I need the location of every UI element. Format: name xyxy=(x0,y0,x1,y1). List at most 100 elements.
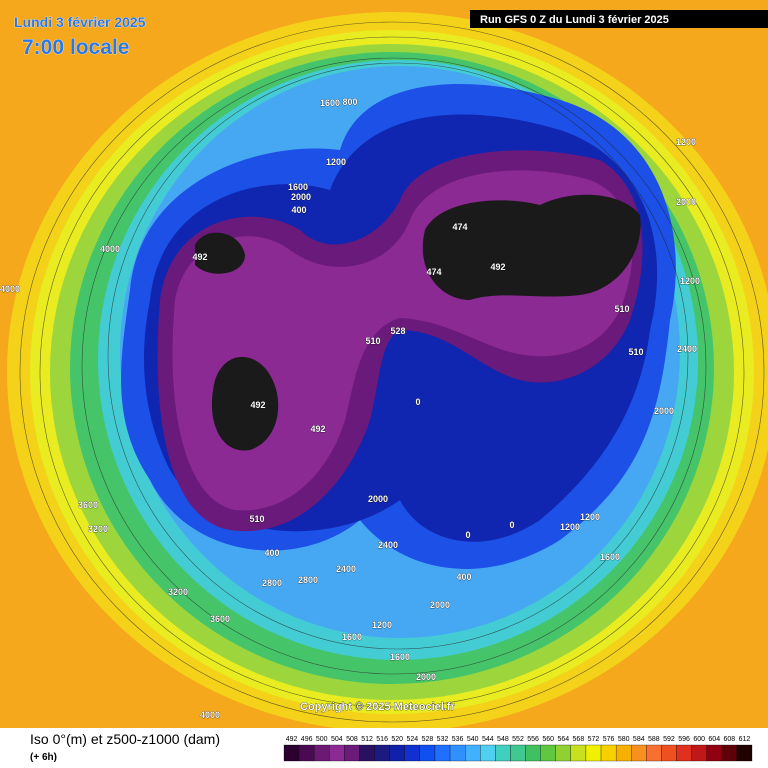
contour-label: 2800 xyxy=(262,578,282,588)
colorbar-label: 564 xyxy=(557,736,569,743)
colorbar-swatch xyxy=(555,744,571,762)
colorbar-swatch xyxy=(419,744,436,762)
contour-label: 0 xyxy=(509,520,514,530)
contour-label: 2400 xyxy=(677,344,697,354)
colorbar-label: 536 xyxy=(452,736,464,743)
colorbar-swatch xyxy=(661,744,677,762)
contour-label: 2000 xyxy=(430,600,450,610)
contour-label: 1200 xyxy=(676,137,696,147)
legend-step: (+ 6h) xyxy=(30,752,57,763)
colorbar-swatch xyxy=(374,744,390,762)
colorbar-swatch xyxy=(404,744,421,762)
contour-label: 1200 xyxy=(580,512,600,522)
contour-label: 3200 xyxy=(88,524,108,534)
colorbar-label: 612 xyxy=(739,736,751,743)
colorbar-label: 540 xyxy=(467,736,479,743)
colorbar-label: 532 xyxy=(437,736,449,743)
contour-label: 2000 xyxy=(676,197,696,207)
colorbar-swatch xyxy=(540,744,556,762)
colorbar-label: 500 xyxy=(316,736,328,743)
colorbar-label: 588 xyxy=(648,736,660,743)
contour-label: 2800 xyxy=(298,575,318,585)
colorbar-label: 508 xyxy=(346,736,358,743)
run-info: Run GFS 0 Z du Lundi 3 février 2025 xyxy=(480,14,669,26)
colorbar-label: 492 xyxy=(286,736,298,743)
contour-label: 2000 xyxy=(416,672,436,682)
colorbar-label: 600 xyxy=(693,736,705,743)
colorbar-swatch xyxy=(585,744,602,762)
colorbar-swatch xyxy=(283,744,300,762)
contour-label: 2400 xyxy=(336,564,356,574)
contour-label: 2000 xyxy=(654,406,674,416)
colorbar-label: 504 xyxy=(331,736,343,743)
contour-label: 1600 xyxy=(600,552,620,562)
colorbar-swatch xyxy=(525,744,541,762)
contour-label: 492 xyxy=(250,400,265,410)
colorbar-swatch xyxy=(615,744,632,762)
colorbar-label: 560 xyxy=(542,736,554,743)
contour-label: 1600 xyxy=(390,652,410,662)
contour-label: 510 xyxy=(365,336,380,346)
colorbar-swatch xyxy=(465,744,481,762)
contour-label: 4000 xyxy=(0,284,20,294)
colorbar-label: 592 xyxy=(663,736,675,743)
colorbar-swatch xyxy=(721,744,738,762)
colorbar-swatch xyxy=(344,744,360,762)
contour-label: 1200 xyxy=(326,157,346,167)
contour-label: 1600 xyxy=(288,182,308,192)
colorbar-swatch xyxy=(359,744,375,762)
contour-label: 3600 xyxy=(78,500,98,510)
colorbar-label: 524 xyxy=(406,736,418,743)
colorbar-swatch xyxy=(510,744,526,762)
colorbar-swatch xyxy=(480,744,496,762)
colorbar-label: 576 xyxy=(603,736,615,743)
colorbar-swatch xyxy=(389,744,405,762)
contour-label: 510 xyxy=(614,304,629,314)
colorbar-label: 608 xyxy=(724,736,736,743)
colorbar-label: 568 xyxy=(573,736,585,743)
contour-label: 400 xyxy=(264,548,279,558)
colorbar-label: 572 xyxy=(588,736,600,743)
colorbar-label: 516 xyxy=(376,736,388,743)
colorbar-label: 528 xyxy=(422,736,434,743)
colorbar-swatch xyxy=(691,744,707,762)
contour-label: 0 xyxy=(465,530,470,540)
contour-label: 2000 xyxy=(291,192,311,202)
colorbar-swatch xyxy=(706,744,722,762)
colorbar-swatch xyxy=(736,744,753,762)
contour-label: 0 xyxy=(415,397,420,407)
contour-label: 2400 xyxy=(378,540,398,550)
colorbar-swatch xyxy=(676,744,692,762)
contour-label: 3200 xyxy=(168,587,188,597)
run-info-box xyxy=(470,10,768,28)
contour-label: 3600 xyxy=(210,614,230,624)
contour-label: 1600 xyxy=(342,632,362,642)
colorbar-label: 596 xyxy=(678,736,690,743)
contour-label: 2000 xyxy=(368,494,388,504)
colorbar-label: 544 xyxy=(482,736,494,743)
colorbar-swatch xyxy=(495,744,511,762)
contour-label: 800 xyxy=(342,97,357,107)
colorbar-swatch xyxy=(329,744,345,762)
colorbar-swatch xyxy=(298,744,315,762)
contour-label: 510 xyxy=(628,347,643,357)
contour-label: 4000 xyxy=(100,244,120,254)
colorbar-label: 496 xyxy=(301,736,313,743)
contour-label: 474 xyxy=(426,267,441,277)
colorbar: 492 496 500 504 508 512 516 520 524 528 532 536 540 5… xyxy=(283,736,753,762)
contour-label: 4000 xyxy=(200,710,220,720)
contour-label: 400 xyxy=(291,205,306,215)
colorbar-label: 556 xyxy=(527,736,539,743)
colorbar-swatch xyxy=(631,744,647,762)
colorbar-label: 552 xyxy=(512,736,524,743)
colorbar-label: 584 xyxy=(633,736,645,743)
contour-label: 1200 xyxy=(680,276,700,286)
colorbar-label: 580 xyxy=(618,736,630,743)
contour-label: 492 xyxy=(310,424,325,434)
colorbar-label: 520 xyxy=(391,736,403,743)
colorbar-swatch xyxy=(646,744,662,762)
contour-label: 400 xyxy=(456,572,471,582)
colorbar-swatch xyxy=(434,744,451,762)
